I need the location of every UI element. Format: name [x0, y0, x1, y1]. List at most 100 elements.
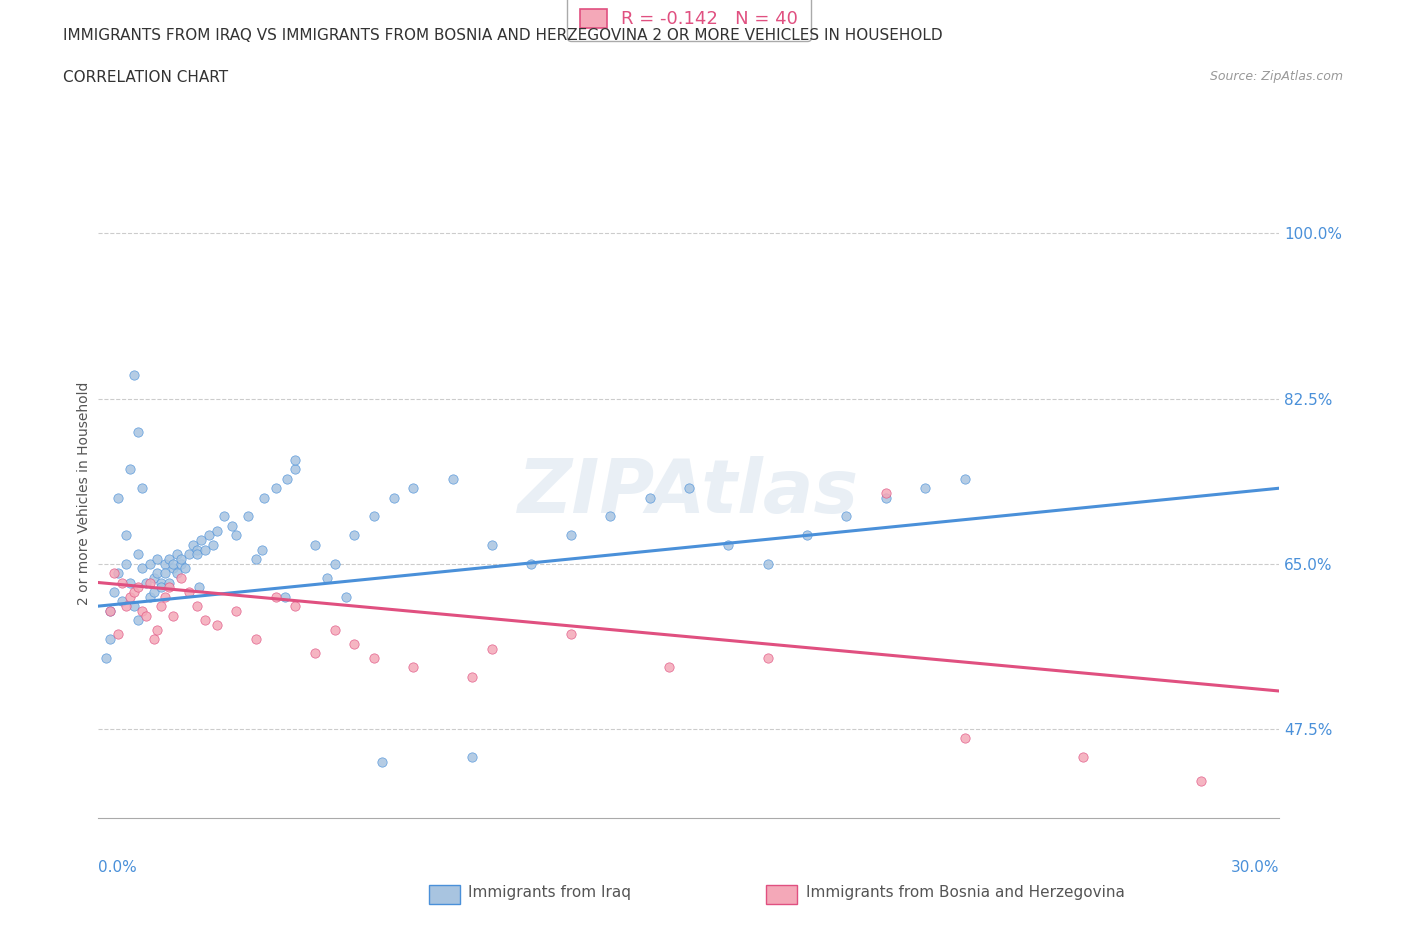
Point: [315, 570, 337, 585]
Point: [914, 481, 936, 496]
Point: [127, 613, 149, 628]
Point: [118, 590, 141, 604]
Text: IMMIGRANTS FROM IRAQ VS IMMIGRANTS FROM BOSNIA AND HERZEGOVINA 2 OR MORE VEHICLE: IMMIGRANTS FROM IRAQ VS IMMIGRANTS FROM …: [63, 28, 943, 43]
Point: [363, 651, 385, 666]
Point: [304, 538, 326, 552]
Point: [142, 585, 165, 600]
Point: [155, 590, 177, 604]
Point: [107, 627, 129, 642]
Point: [245, 631, 267, 646]
Point: [441, 472, 464, 486]
Text: Source: ZipAtlas.com: Source: ZipAtlas.com: [1209, 70, 1343, 83]
Point: [323, 556, 346, 571]
Point: [953, 731, 976, 746]
Point: [146, 565, 169, 580]
Point: [142, 631, 165, 646]
Point: [170, 551, 193, 566]
Point: [138, 590, 160, 604]
Point: [461, 670, 484, 684]
Point: [115, 556, 138, 571]
Point: [107, 490, 129, 505]
Point: [225, 604, 247, 618]
Point: [98, 604, 121, 618]
Point: [560, 627, 582, 642]
Point: [127, 579, 149, 594]
Point: [835, 509, 858, 524]
Point: [103, 565, 125, 580]
Point: [1189, 773, 1212, 788]
Point: [264, 590, 287, 604]
Point: [875, 485, 897, 500]
Point: [155, 556, 177, 571]
Point: [658, 660, 681, 675]
Point: [335, 590, 357, 604]
Point: [122, 599, 145, 614]
Point: [157, 551, 180, 566]
Point: [177, 585, 200, 600]
Point: [205, 618, 228, 632]
Point: [131, 604, 153, 618]
Point: [162, 608, 184, 623]
Point: [284, 462, 307, 477]
Point: [157, 575, 180, 590]
Point: [461, 750, 484, 764]
Point: [205, 524, 228, 538]
Point: [225, 528, 247, 543]
Point: [118, 462, 141, 477]
Point: [371, 754, 394, 769]
Point: [197, 528, 219, 543]
Point: [177, 547, 200, 562]
Point: [274, 590, 297, 604]
Text: 30.0%: 30.0%: [1232, 860, 1279, 875]
Point: [201, 538, 224, 552]
Point: [264, 481, 287, 496]
Point: [135, 608, 157, 623]
Point: [181, 538, 204, 552]
Point: [186, 542, 208, 557]
Point: [162, 556, 184, 571]
Point: [150, 575, 173, 590]
Point: [155, 565, 177, 580]
Text: Immigrants from Bosnia and Herzegovina: Immigrants from Bosnia and Herzegovina: [806, 885, 1125, 900]
Point: [138, 556, 160, 571]
Point: [236, 509, 259, 524]
Point: [186, 547, 208, 562]
Point: [142, 570, 165, 585]
Point: [402, 660, 425, 675]
Point: [481, 641, 503, 656]
Point: [166, 547, 188, 562]
Point: [194, 542, 217, 557]
Point: [122, 367, 145, 382]
Point: [194, 613, 217, 628]
Point: [560, 528, 582, 543]
Point: [157, 579, 180, 594]
Point: [107, 565, 129, 580]
Point: [115, 528, 138, 543]
Point: [363, 509, 385, 524]
Legend: R =  0.155   N = 84, R = -0.142   N = 40: R = 0.155 N = 84, R = -0.142 N = 40: [567, 0, 811, 41]
Point: [98, 631, 121, 646]
Point: [323, 622, 346, 637]
Point: [115, 599, 138, 614]
Point: [186, 599, 208, 614]
Point: [103, 585, 125, 600]
Point: [150, 579, 173, 594]
Point: [118, 575, 141, 590]
Point: [122, 585, 145, 600]
Text: Immigrants from Iraq: Immigrants from Iraq: [468, 885, 631, 900]
Point: [96, 651, 118, 666]
Point: [245, 551, 267, 566]
Point: [382, 490, 405, 505]
Point: [111, 594, 134, 609]
Point: [150, 599, 173, 614]
Point: [131, 561, 153, 576]
Point: [131, 481, 153, 496]
Point: [214, 509, 236, 524]
Point: [796, 528, 818, 543]
Point: [135, 575, 157, 590]
Text: CORRELATION CHART: CORRELATION CHART: [63, 70, 228, 85]
Point: [717, 538, 740, 552]
Point: [127, 424, 149, 439]
Point: [170, 570, 193, 585]
Point: [146, 551, 169, 566]
